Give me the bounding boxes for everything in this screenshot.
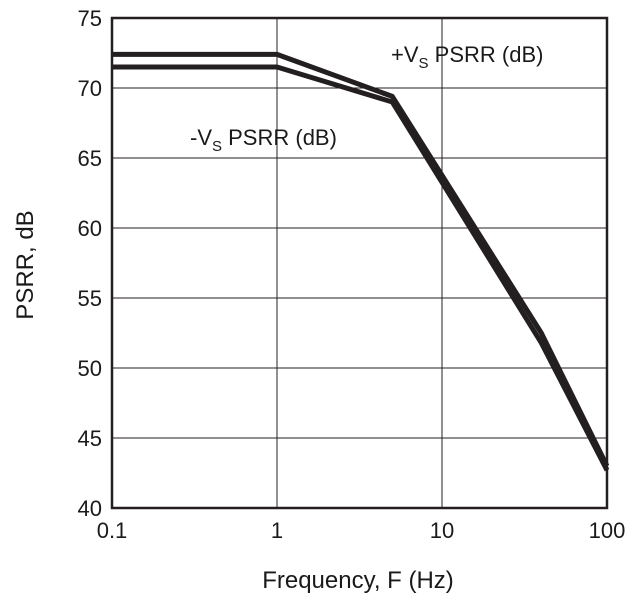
- series-label-positive-vs: +VS PSRR (dB): [391, 42, 543, 72]
- y-axis-title: PSRR, dB: [12, 210, 39, 319]
- series-label-negative-vs-prefix: -V: [190, 125, 212, 150]
- series-label-negative-vs: -VS PSRR (dB): [190, 125, 337, 155]
- series-label-negative-vs-suffix: PSRR (dB): [222, 125, 337, 150]
- series-lines: [112, 51, 610, 472]
- x-axis-title: Frequency, F (Hz): [262, 567, 454, 594]
- x-tick-label: 100: [589, 518, 626, 543]
- series-line-positive-vs: [112, 51, 610, 468]
- x-tick-labels: 0.1 1 10 100: [97, 518, 626, 543]
- y-tick-label: 65: [78, 146, 102, 171]
- grid-lines: [112, 18, 607, 508]
- y-tick-label: 75: [78, 6, 102, 31]
- y-tick-label: 60: [78, 216, 102, 241]
- x-tick-label: 10: [430, 518, 454, 543]
- y-tick-label: 70: [78, 76, 102, 101]
- y-tick-label: 50: [78, 356, 102, 381]
- y-tick-labels: 40 45 50 55 60 65 70 75: [78, 6, 102, 521]
- series-line-negative-vs: [112, 64, 610, 472]
- series-label-positive-vs-suffix: PSRR (dB): [429, 42, 544, 67]
- series-label-positive-vs-prefix: +V: [391, 42, 419, 67]
- y-tick-label: 40: [78, 496, 102, 521]
- x-tick-label: 1: [271, 518, 283, 543]
- series-label-positive-vs-subscript: S: [419, 55, 429, 72]
- y-tick-label: 45: [78, 426, 102, 451]
- plot-frame: [110, 16, 609, 510]
- y-tick-label: 55: [78, 286, 102, 311]
- series-label-negative-vs-subscript: S: [212, 138, 222, 155]
- x-tick-label: 0.1: [97, 518, 128, 543]
